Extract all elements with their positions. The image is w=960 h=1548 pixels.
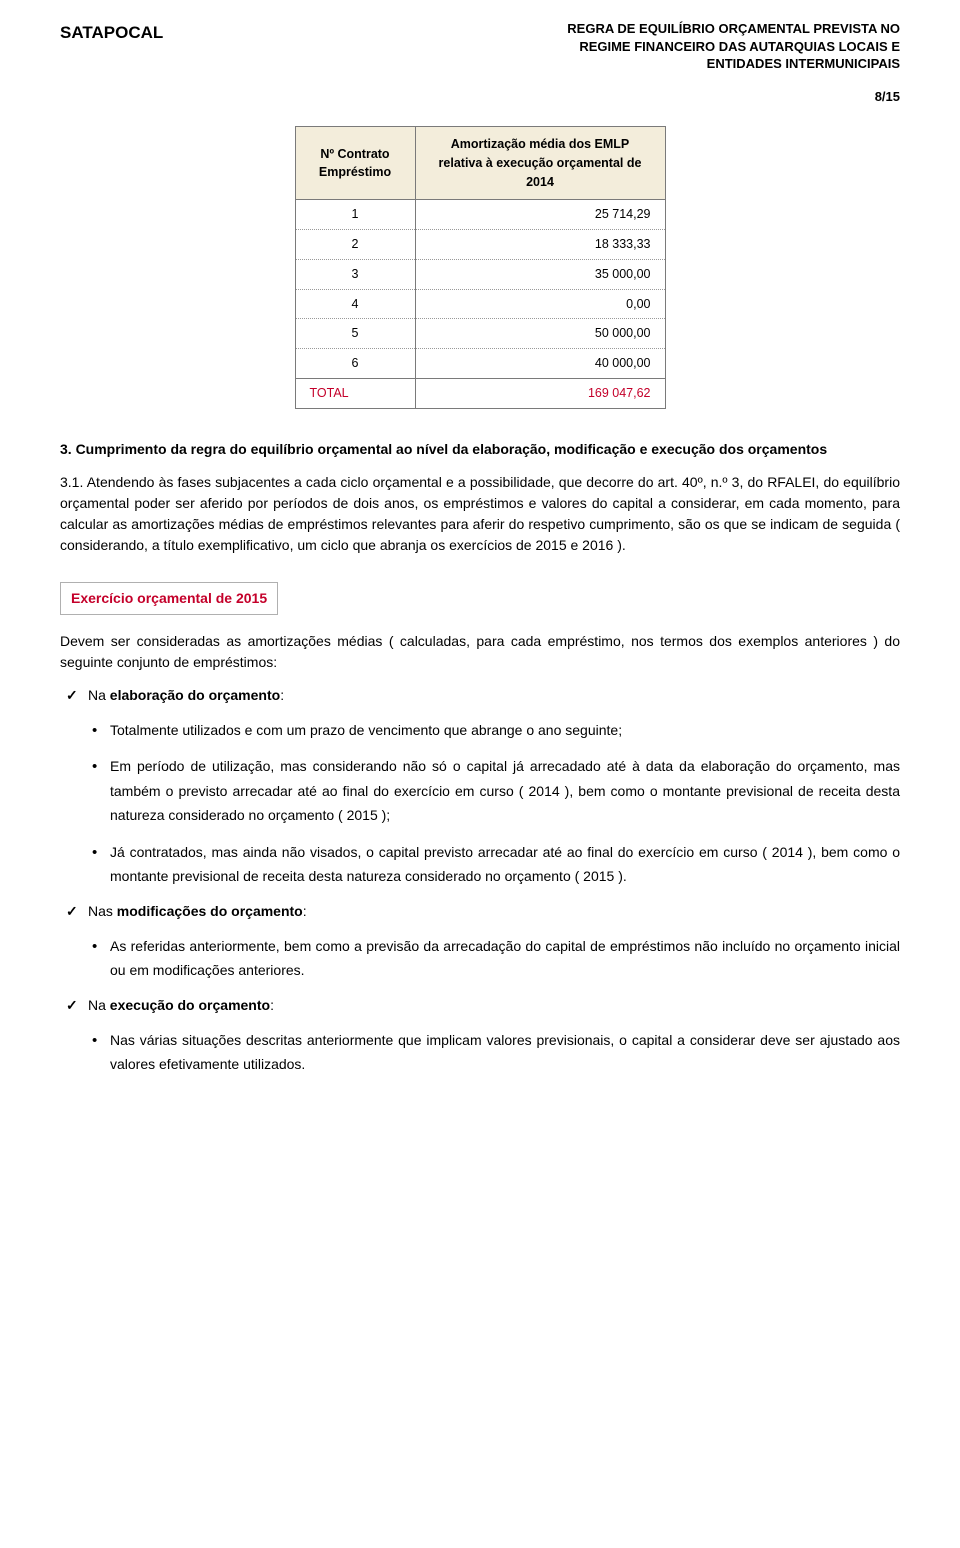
check-suffix: :	[280, 687, 284, 703]
exercicio-label: Exercício orçamental de 2015	[71, 590, 267, 606]
table-row: 335 000,00	[295, 259, 665, 289]
title-line-1: REGRA DE EQUILÍBRIO ORÇAMENTAL PREVISTA …	[567, 21, 900, 36]
table-row: 40,00	[295, 289, 665, 319]
check-item-modificacoes: Nas modificações do orçamento:	[88, 901, 900, 922]
cell-val: 25 714,29	[415, 200, 665, 230]
check-bold: execução do orçamento	[110, 997, 270, 1013]
section-3-1-para: 3.1. Atendendo às fases subjacentes a ca…	[60, 472, 900, 556]
intro-paragraph: Devem ser consideradas as amortizações m…	[60, 631, 900, 673]
total-label-cell: TOTAL	[295, 378, 415, 408]
list-item: Em período de utilização, mas consideran…	[110, 754, 900, 828]
col-amortizacao-header: Amortização média dos EMLP relativa à ex…	[415, 127, 665, 200]
check-list-modificacoes: Nas modificações do orçamento:	[60, 901, 900, 922]
list-item: Já contratados, mas ainda não visados, o…	[110, 840, 900, 889]
cell-idx: 4	[295, 289, 415, 319]
check-prefix: Na	[88, 687, 110, 703]
cell-idx: 6	[295, 349, 415, 379]
list-item: Nas várias situações descritas anteriorm…	[110, 1028, 900, 1077]
check-list-execucao: Na execução do orçamento:	[60, 995, 900, 1016]
bullet-list-execucao: Nas várias situações descritas anteriorm…	[60, 1028, 900, 1077]
check-item-execucao: Na execução do orçamento:	[88, 995, 900, 1016]
title-line-3: ENTIDADES INTERMUNICIPAIS	[707, 56, 900, 71]
cell-val: 35 000,00	[415, 259, 665, 289]
check-suffix: :	[303, 903, 307, 919]
cell-val: 50 000,00	[415, 319, 665, 349]
check-prefix: Nas	[88, 903, 117, 919]
total-value-cell: 169 047,62	[415, 378, 665, 408]
section-3-heading: 3. Cumprimento da regra do equilíbrio or…	[60, 439, 900, 460]
cell-idx: 5	[295, 319, 415, 349]
cell-val: 0,00	[415, 289, 665, 319]
list-item: Totalmente utilizados e com um prazo de …	[110, 718, 900, 743]
table-total-row: TOTAL 169 047,62	[295, 378, 665, 408]
check-bold: elaboração do orçamento	[110, 687, 280, 703]
title-line-2: REGIME FINANCEIRO DAS AUTARQUIAS LOCAIS …	[579, 39, 900, 54]
page-header: SATAPOCAL REGRA DE EQUILÍBRIO ORÇAMENTAL…	[60, 20, 900, 73]
exercicio-box: Exercício orçamental de 2015	[60, 582, 278, 615]
cell-val: 40 000,00	[415, 349, 665, 379]
bullet-list-elaboracao: Totalmente utilizados e com um prazo de …	[60, 718, 900, 889]
brand-name: SATAPOCAL	[60, 20, 163, 46]
table-row: 640 000,00	[295, 349, 665, 379]
page-number: 8/15	[60, 87, 900, 107]
table-body: 125 714,29 218 333,33 335 000,00 40,00 5…	[295, 200, 665, 408]
check-suffix: :	[270, 997, 274, 1013]
cell-val: 18 333,33	[415, 230, 665, 260]
table-row: 218 333,33	[295, 230, 665, 260]
document-title: REGRA DE EQUILÍBRIO ORÇAMENTAL PREVISTA …	[567, 20, 900, 73]
bullet-list-modificacoes: As referidas anteriormente, bem como a p…	[60, 934, 900, 983]
cell-idx: 1	[295, 200, 415, 230]
col-contrato-header: Nº Contrato Empréstimo	[295, 127, 415, 200]
table-row: 125 714,29	[295, 200, 665, 230]
check-list-elaboracao: Na elaboração do orçamento:	[60, 685, 900, 706]
cell-idx: 2	[295, 230, 415, 260]
cell-idx: 3	[295, 259, 415, 289]
table-row: 550 000,00	[295, 319, 665, 349]
amortizacao-table: Nº Contrato Empréstimo Amortização média…	[295, 126, 666, 409]
list-item: As referidas anteriormente, bem como a p…	[110, 934, 900, 983]
check-bold: modificações do orçamento	[117, 903, 303, 919]
check-prefix: Na	[88, 997, 110, 1013]
check-item-elaboracao: Na elaboração do orçamento:	[88, 685, 900, 706]
